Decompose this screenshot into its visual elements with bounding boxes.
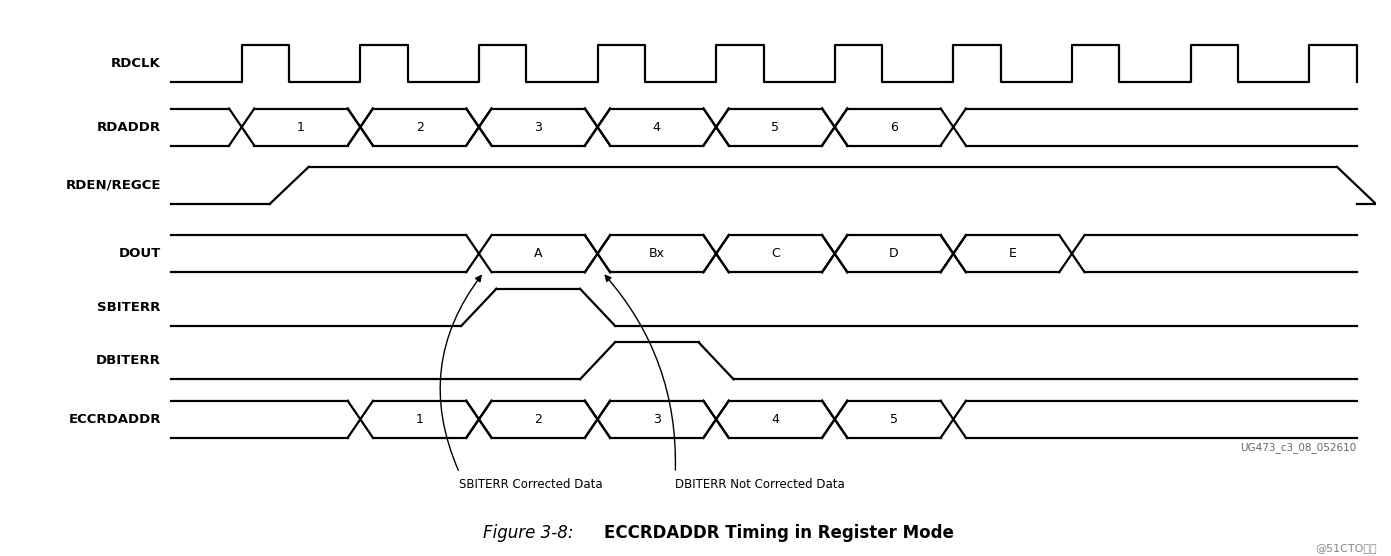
Text: DBITERR: DBITERR xyxy=(96,354,161,368)
Text: 2: 2 xyxy=(534,413,542,426)
Text: UG473_c3_08_052610: UG473_c3_08_052610 xyxy=(1241,443,1356,453)
Text: SBITERR Corrected Data: SBITERR Corrected Data xyxy=(459,478,604,491)
Text: 1: 1 xyxy=(298,121,305,133)
Text: C: C xyxy=(771,247,780,260)
Text: 2: 2 xyxy=(416,121,423,133)
Text: RDADDR: RDADDR xyxy=(97,121,161,133)
Text: @51CTO博客: @51CTO博客 xyxy=(1316,543,1377,553)
Text: 3: 3 xyxy=(652,413,661,426)
Text: SBITERR: SBITERR xyxy=(97,301,161,314)
Text: A: A xyxy=(534,247,542,260)
Text: 5: 5 xyxy=(890,413,899,426)
Text: RDEN/REGCE: RDEN/REGCE xyxy=(65,179,161,192)
Text: 3: 3 xyxy=(534,121,542,133)
Text: Bx: Bx xyxy=(648,247,665,260)
Text: 4: 4 xyxy=(652,121,661,133)
Text: ECCRDADDR: ECCRDADDR xyxy=(68,413,161,426)
Text: Figure 3-8:: Figure 3-8: xyxy=(483,524,574,542)
Text: 4: 4 xyxy=(772,413,779,426)
Text: DBITERR Not Corrected Data: DBITERR Not Corrected Data xyxy=(675,478,844,491)
Text: RDCLK: RDCLK xyxy=(111,57,161,70)
Text: 5: 5 xyxy=(772,121,779,133)
Text: D: D xyxy=(889,247,899,260)
Text: DOUT: DOUT xyxy=(118,247,161,260)
Text: 1: 1 xyxy=(416,413,423,426)
Text: ECCRDADDR Timing in Register Mode: ECCRDADDR Timing in Register Mode xyxy=(604,524,954,542)
Text: 6: 6 xyxy=(890,121,899,133)
Text: E: E xyxy=(1008,247,1017,260)
